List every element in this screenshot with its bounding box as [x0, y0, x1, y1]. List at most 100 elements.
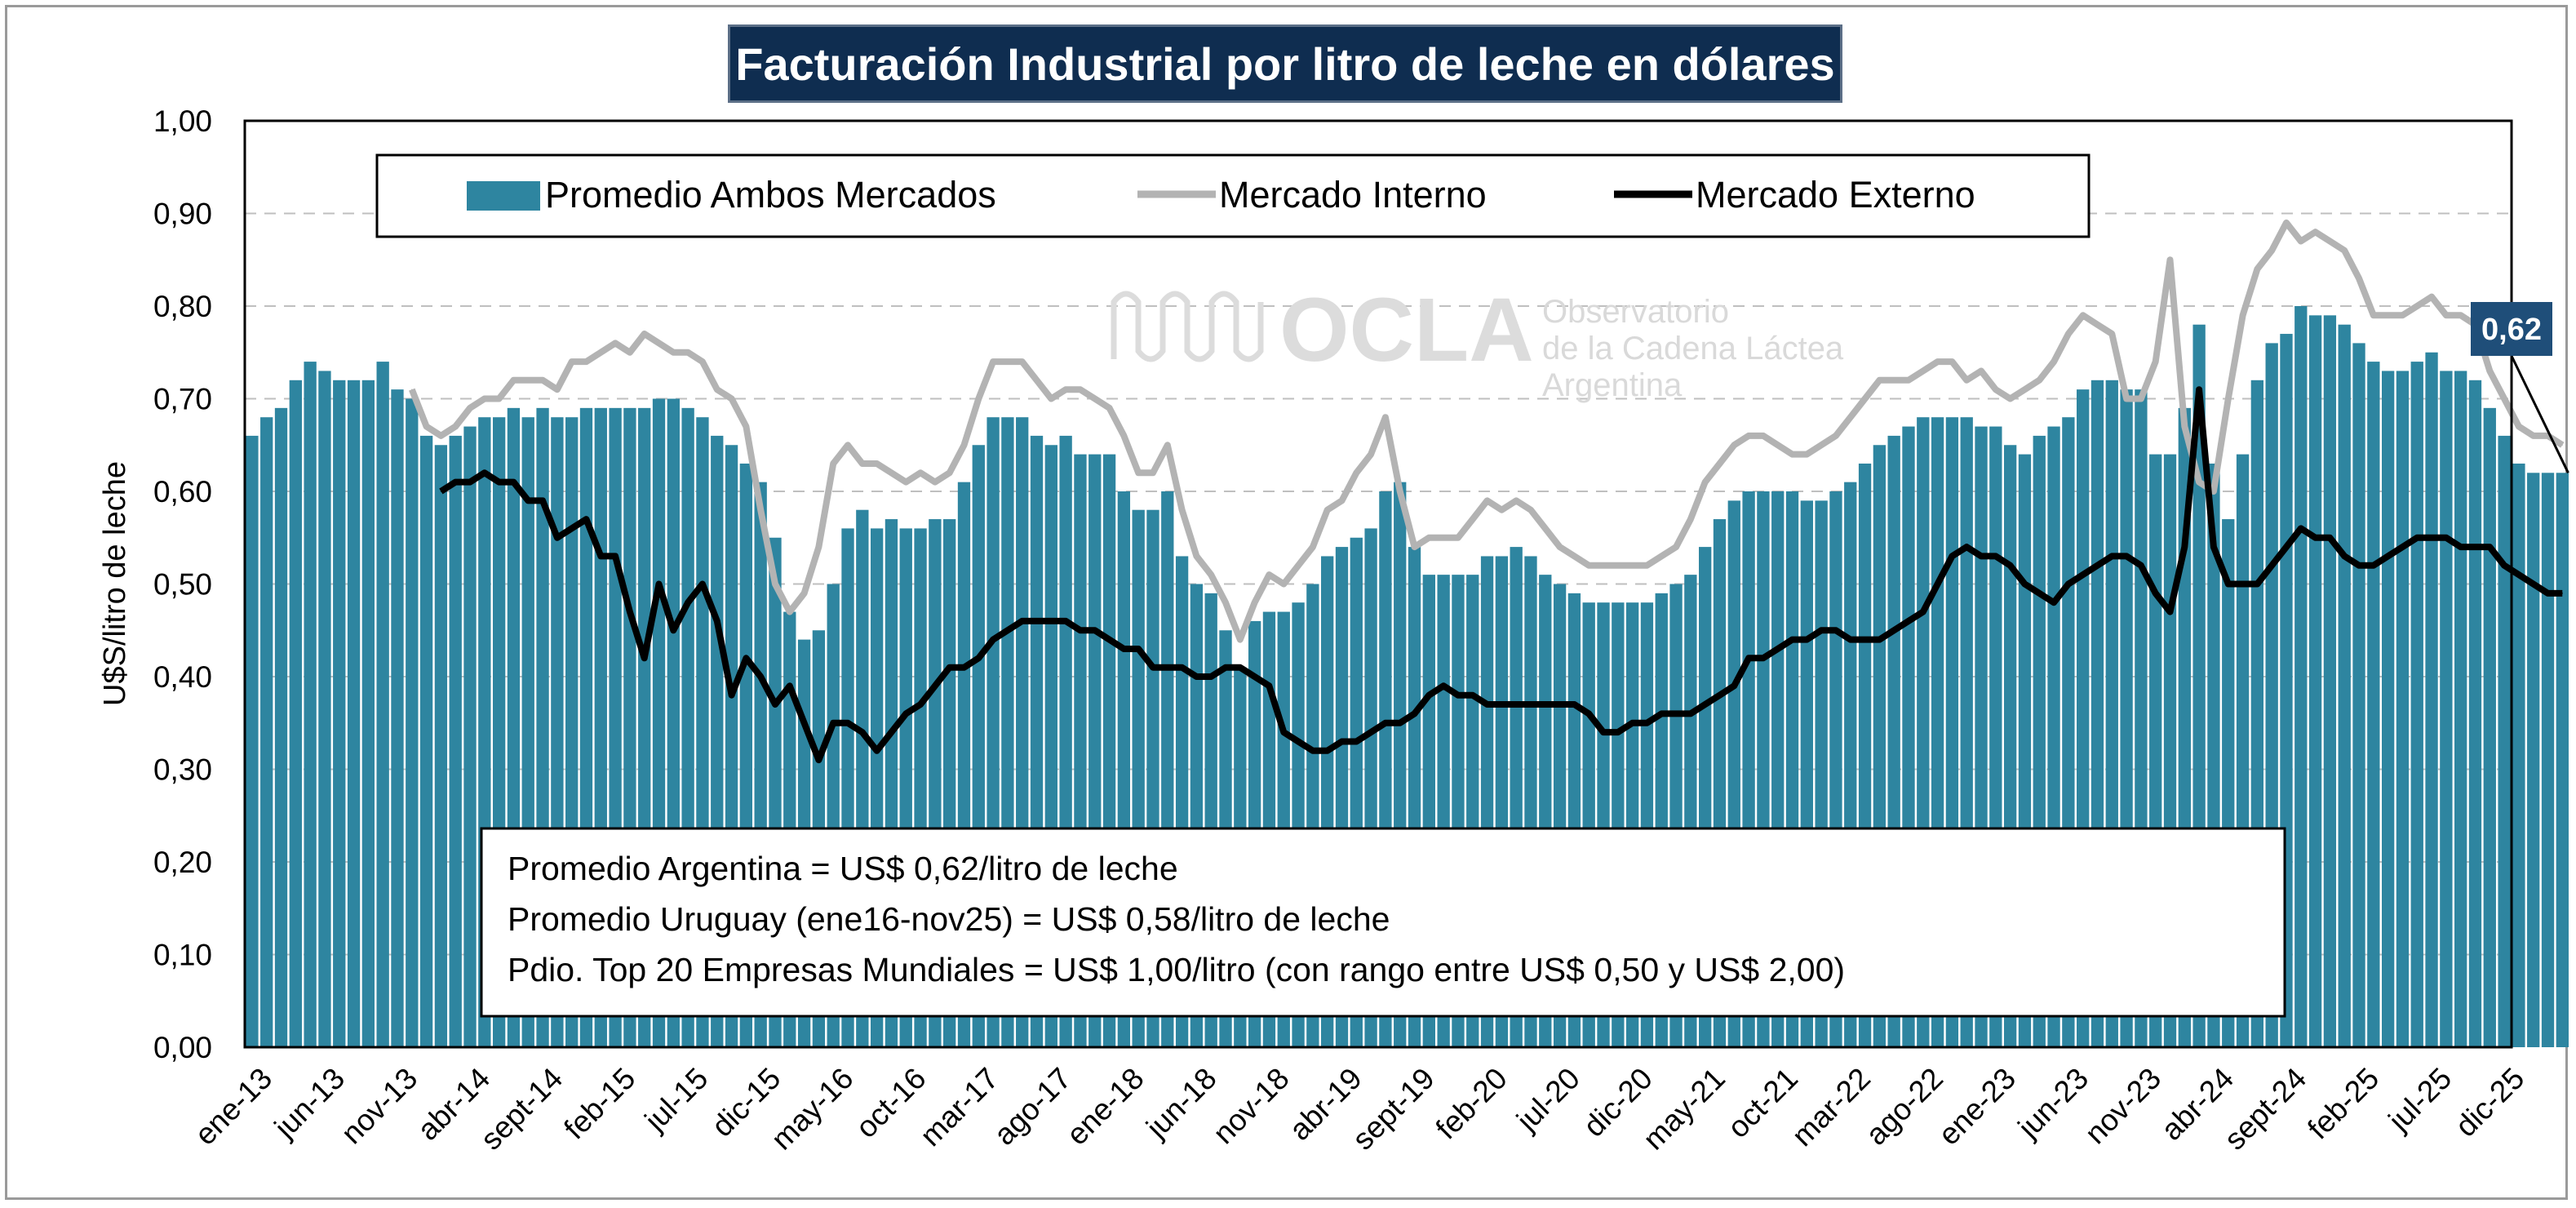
bar — [260, 417, 273, 1047]
x-tick-label: jun-18 — [1139, 1061, 1222, 1144]
line-point — [1152, 667, 1154, 668]
y-tick-label: 0,20 — [153, 846, 212, 879]
x-tick-label: ago-22 — [1860, 1061, 1949, 1151]
y-tick-label: 0,80 — [153, 290, 212, 323]
bar — [2527, 473, 2540, 1047]
line-point — [1791, 639, 1793, 641]
line-point — [1239, 667, 1241, 668]
line-point — [2431, 296, 2432, 298]
watermark-brand: OCLA — [1279, 280, 1534, 380]
line-point — [1297, 565, 1299, 566]
y-tick-label: 0,30 — [153, 753, 212, 787]
line-point — [2010, 397, 2011, 400]
watermark-ocla: OCLA Observatorio de la Cadena Láctea Ar… — [1111, 280, 1844, 403]
line-point — [2053, 602, 2055, 603]
line-point — [2184, 425, 2185, 428]
line-point — [2314, 231, 2317, 233]
line-point — [556, 537, 558, 539]
bar — [2323, 315, 2337, 1048]
bar — [2410, 362, 2423, 1048]
line-point — [1675, 546, 1677, 548]
line-point — [2213, 546, 2215, 548]
x-tick-label: sept-24 — [2218, 1061, 2312, 1156]
line-point — [2198, 389, 2200, 390]
line-point — [629, 352, 631, 353]
line-point — [1558, 546, 1561, 548]
line-point — [1835, 629, 1837, 631]
bar — [2338, 324, 2351, 1047]
info-box-frame — [480, 827, 2286, 1018]
line-point — [1515, 500, 1517, 501]
line-point — [1195, 555, 1198, 557]
x-tick-label: jul-25 — [2382, 1061, 2459, 1138]
line-point — [2401, 314, 2404, 316]
line-point — [1675, 713, 1677, 715]
line-point — [2343, 555, 2345, 557]
line-point — [1748, 657, 1749, 659]
line-point — [1399, 722, 1401, 724]
line-point — [1995, 389, 1997, 390]
y-tick-label: 0,50 — [153, 568, 212, 602]
bar — [274, 407, 288, 1048]
line-point — [1443, 537, 1444, 539]
line-point — [1297, 740, 1299, 743]
line-point — [1660, 713, 1662, 715]
line-point — [1748, 435, 1749, 437]
line-point — [2503, 565, 2505, 566]
line-point — [571, 527, 573, 530]
line-point — [2184, 546, 2185, 548]
line-point — [556, 389, 558, 390]
line-point — [1225, 602, 1226, 603]
line-point — [1486, 500, 1488, 501]
line-point — [1850, 416, 1851, 418]
line-point — [2373, 565, 2374, 566]
line-point — [832, 463, 834, 464]
bar — [2556, 473, 2569, 1047]
line-point — [1385, 416, 1386, 418]
line-point — [716, 620, 718, 622]
watermark-line1: Observatorio — [1542, 294, 1729, 330]
x-tick-label: sept-14 — [474, 1061, 569, 1156]
line-point — [629, 611, 631, 613]
y-axis-label: U$S/litro de leche — [98, 461, 132, 706]
line-point — [2111, 333, 2113, 335]
line-point — [2300, 527, 2302, 530]
line-point — [1327, 750, 1328, 752]
legend-swatch-promedio — [467, 181, 540, 211]
line-point — [890, 731, 893, 733]
line-point — [1312, 546, 1314, 548]
line-point — [614, 342, 616, 344]
line-point — [2561, 444, 2563, 446]
line-point — [760, 676, 761, 677]
x-tick-label: ene-23 — [1932, 1061, 2022, 1151]
info-line-uruguay: Promedio Uruguay (ene16-nov25) = US$ 0,5… — [508, 900, 1390, 938]
line-point — [876, 750, 878, 752]
line-point — [1050, 397, 1052, 400]
line-point — [2358, 565, 2360, 566]
line-point — [1690, 713, 1691, 715]
line-point — [2373, 314, 2374, 316]
bar — [246, 435, 259, 1047]
line-point — [1254, 602, 1256, 603]
bar — [2396, 371, 2410, 1047]
line-point — [1908, 620, 1909, 622]
line-point — [2010, 565, 2011, 566]
x-tick-label: mar-17 — [914, 1061, 1005, 1152]
y-tick-labels: 0,00 0,10 0,20 0,30 0,40 0,50 0,60 0,70 0,80 0,90… — [153, 104, 212, 1064]
x-tick-label: feb-20 — [1430, 1061, 1514, 1145]
x-tick-label: jun-23 — [2011, 1061, 2095, 1144]
line-point — [1108, 639, 1111, 641]
legend: Promedio Ambos Mercados Mercado Interno … — [375, 153, 2091, 238]
bar — [2352, 343, 2365, 1047]
line-point — [1530, 509, 1532, 511]
x-tick-label: jul-20 — [1510, 1061, 1586, 1138]
line-point — [1137, 648, 1139, 650]
watermark-line3: Argentina — [1542, 367, 1683, 403]
line-point — [2140, 565, 2142, 566]
bar — [333, 380, 346, 1047]
ocla-logo-icon — [1111, 291, 1264, 362]
bar — [2381, 371, 2395, 1047]
x-tick-label: nov-13 — [335, 1061, 423, 1150]
bar — [406, 398, 419, 1047]
